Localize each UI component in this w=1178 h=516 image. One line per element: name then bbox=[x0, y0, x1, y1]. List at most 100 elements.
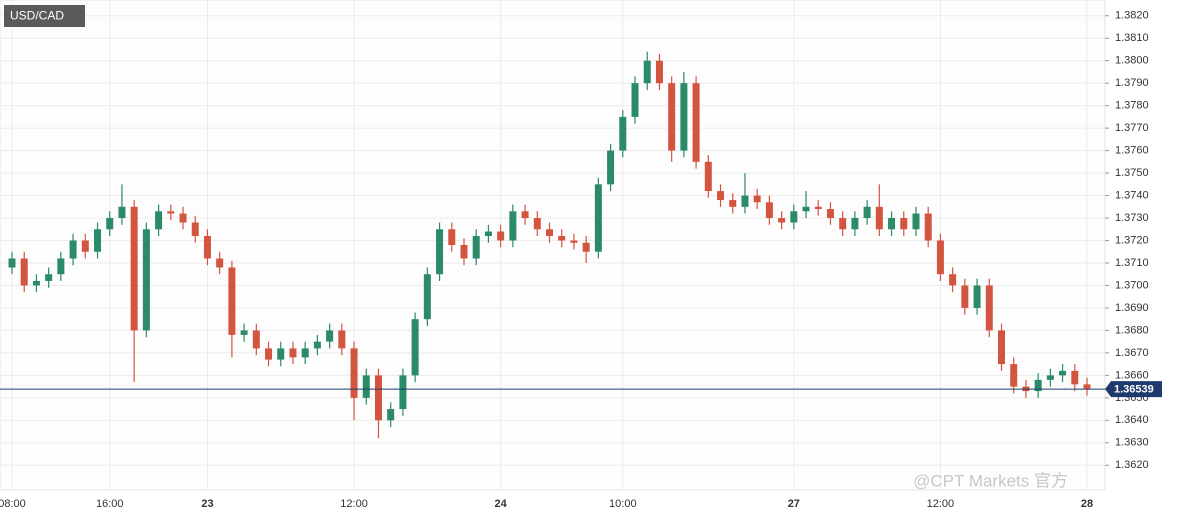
last-price-label: 1.36539 bbox=[1114, 383, 1154, 395]
candle-body bbox=[753, 195, 761, 203]
candle-body bbox=[509, 211, 517, 241]
candle-body bbox=[216, 258, 224, 268]
candle-body bbox=[301, 348, 309, 358]
chart-title: USD/CAD bbox=[10, 9, 64, 23]
candle-body bbox=[594, 184, 602, 252]
y-tick-label: 1.3640 bbox=[1115, 414, 1149, 426]
candle-body bbox=[1034, 379, 1042, 392]
candle-body bbox=[912, 213, 920, 230]
y-tick-label: 1.3710 bbox=[1115, 257, 1149, 269]
candle-body bbox=[717, 191, 725, 201]
candle-body bbox=[106, 218, 114, 230]
y-tick-label: 1.3700 bbox=[1115, 279, 1149, 291]
candle-body bbox=[680, 83, 688, 151]
candle-body bbox=[167, 211, 175, 214]
candle-body bbox=[203, 236, 211, 259]
candle-body bbox=[8, 258, 16, 268]
x-tick-label: 24 bbox=[495, 498, 508, 510]
candle-body bbox=[778, 218, 786, 223]
candle-body bbox=[851, 218, 859, 230]
y-tick-label: 1.3750 bbox=[1115, 167, 1149, 179]
candle-body bbox=[900, 218, 908, 230]
candle-body bbox=[118, 206, 126, 219]
candle-body bbox=[668, 83, 676, 151]
y-tick-label: 1.3780 bbox=[1115, 100, 1149, 112]
candle-body bbox=[1083, 384, 1091, 389]
candle-body bbox=[790, 211, 798, 223]
candle-body bbox=[521, 211, 529, 219]
candle-body bbox=[1046, 375, 1054, 380]
x-tick-label: 10:00 bbox=[609, 498, 637, 510]
candle-body bbox=[69, 240, 77, 259]
last-price-tag bbox=[1105, 381, 1162, 398]
candle-body bbox=[289, 348, 297, 358]
candle-body bbox=[191, 222, 199, 237]
candle-body bbox=[888, 218, 896, 230]
x-tick-label: 12:00 bbox=[340, 498, 368, 510]
y-tick-label: 1.3680 bbox=[1115, 324, 1149, 336]
candle-body bbox=[20, 258, 28, 286]
y-tick-label: 1.3670 bbox=[1115, 347, 1149, 359]
candle-body bbox=[326, 330, 334, 342]
candle-body bbox=[399, 375, 407, 410]
candle-body bbox=[484, 231, 492, 237]
y-tick-label: 1.3760 bbox=[1115, 145, 1149, 157]
candle-body bbox=[533, 218, 541, 230]
candle-body bbox=[362, 375, 370, 398]
candle-body bbox=[643, 60, 651, 84]
candle-body bbox=[619, 116, 627, 151]
candle-body bbox=[32, 280, 40, 286]
candle-body bbox=[1010, 364, 1018, 387]
candle-body bbox=[448, 229, 456, 245]
watermark: @CPT Markets 官方 bbox=[913, 471, 1068, 490]
candle-body bbox=[704, 161, 712, 192]
candle-body bbox=[155, 211, 163, 230]
y-tick-label: 1.3770 bbox=[1115, 122, 1149, 134]
candle-body bbox=[765, 202, 773, 219]
candle-body bbox=[863, 206, 871, 219]
y-tick-label: 1.3660 bbox=[1115, 369, 1149, 381]
candle-body bbox=[546, 229, 554, 237]
candle-body bbox=[729, 200, 737, 207]
candle-body bbox=[338, 330, 346, 349]
candle-body bbox=[631, 83, 639, 117]
candle-body bbox=[741, 195, 749, 207]
candle-body bbox=[1071, 370, 1079, 385]
candle-body bbox=[582, 242, 590, 252]
candle-body bbox=[252, 330, 260, 349]
candle-body bbox=[558, 236, 566, 241]
candle-body bbox=[985, 285, 993, 331]
candle-body bbox=[411, 319, 419, 376]
candle-body bbox=[802, 206, 810, 212]
title-box bbox=[4, 5, 85, 27]
candle-body bbox=[313, 341, 321, 349]
candle-body bbox=[692, 83, 700, 162]
candle-body bbox=[387, 409, 395, 421]
y-tick-label: 1.3810 bbox=[1115, 32, 1149, 44]
candle-body bbox=[228, 267, 236, 335]
candle-body bbox=[973, 285, 981, 308]
candle-body bbox=[81, 240, 89, 252]
y-tick-label: 1.3630 bbox=[1115, 437, 1149, 449]
y-tick-label: 1.3740 bbox=[1115, 189, 1149, 201]
candle-body bbox=[240, 330, 248, 335]
candle-body bbox=[607, 150, 615, 185]
candle-body bbox=[961, 285, 969, 308]
candle-body bbox=[949, 274, 957, 286]
grid bbox=[0, 0, 1105, 490]
candle-body bbox=[265, 348, 273, 360]
candle-body bbox=[374, 375, 382, 421]
x-tick-label: 16:00 bbox=[96, 498, 124, 510]
y-tick-label: 1.3730 bbox=[1115, 212, 1149, 224]
candles bbox=[8, 51, 1091, 439]
candle-body bbox=[142, 229, 150, 331]
candle-body bbox=[472, 236, 480, 259]
candle-body bbox=[875, 206, 883, 230]
candle-body bbox=[924, 213, 932, 241]
x-tick-label: 08:00 bbox=[0, 498, 26, 510]
candle-body bbox=[436, 229, 444, 275]
candle-body bbox=[57, 258, 65, 275]
candle-body bbox=[814, 206, 822, 210]
